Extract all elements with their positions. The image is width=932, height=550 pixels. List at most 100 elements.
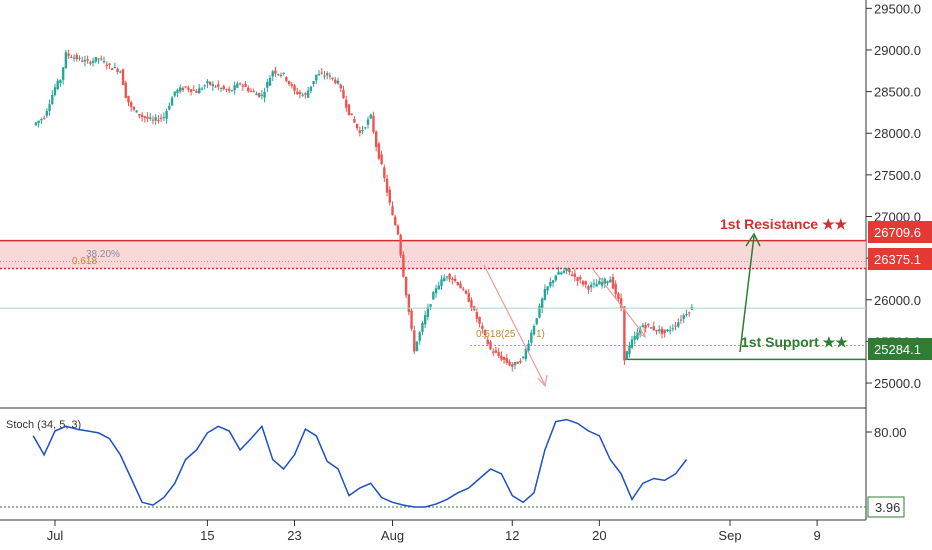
candle-body: [252, 91, 255, 93]
candle-body: [102, 60, 106, 63]
candle-body: [312, 81, 315, 85]
candle-body: [524, 349, 528, 360]
candle-body: [584, 281, 587, 285]
fib-label-38: 38.20%: [86, 249, 120, 260]
candle-body: [372, 115, 375, 133]
resistance2-price-badge: 26375.1: [868, 248, 932, 270]
candle-body: [464, 290, 468, 294]
candle-body: [467, 293, 470, 302]
candle-body: [247, 87, 250, 92]
candle-body: [168, 105, 171, 110]
candle-body: [481, 325, 484, 329]
candle-body: [652, 326, 655, 331]
candle-body: [86, 59, 89, 61]
fib-label-618: 0.618: [72, 256, 97, 267]
candle-body: [222, 86, 225, 89]
candle-body: [527, 343, 530, 351]
candle-body: [609, 279, 612, 283]
candle-body: [508, 361, 511, 366]
candle-body: [554, 275, 558, 281]
candle-body: [486, 339, 489, 345]
candle-body: [448, 273, 451, 280]
candle-body: [268, 77, 272, 86]
candle-body: [244, 83, 247, 87]
candle-body: [285, 77, 288, 81]
candle-body: [644, 325, 647, 329]
candle-body: [127, 95, 130, 103]
drop-arrow-1: [483, 264, 548, 388]
candle-body: [347, 104, 351, 115]
candle-body: [630, 339, 634, 348]
candle-body: [600, 281, 604, 286]
candle-body: [217, 84, 220, 87]
candle-body: [437, 285, 440, 290]
candle-body: [560, 272, 563, 275]
stoch-tick-80: 80.00: [874, 425, 907, 440]
svg-text:26375.1: 26375.1: [874, 252, 921, 267]
candle-body: [576, 277, 579, 282]
candle-body: [34, 122, 38, 125]
candle-body: [617, 293, 620, 300]
candle-body: [628, 345, 631, 355]
candle-body: [157, 119, 160, 121]
candle-body: [72, 57, 76, 59]
candle-body: [276, 74, 280, 76]
candle-body: [516, 361, 519, 364]
candle-body: [304, 93, 307, 95]
candle-body: [478, 317, 481, 324]
candle-body: [407, 294, 411, 313]
candle-body: [470, 300, 473, 308]
candle-body: [187, 87, 190, 90]
time-tick-label: 9: [813, 528, 820, 543]
fib-label-618-c: 1): [536, 329, 545, 340]
svg-text:26709.6: 26709.6: [874, 225, 921, 240]
time-tick-label: 23: [287, 528, 301, 543]
candle-body: [606, 281, 609, 284]
candle-body: [162, 116, 166, 118]
candle-body: [89, 62, 92, 64]
candle-body: [674, 325, 677, 327]
candle-body: [551, 280, 555, 283]
candle-body: [287, 81, 291, 85]
candle-body: [483, 330, 487, 336]
candle-body: [189, 89, 193, 92]
price-tick-label: 26000.0: [874, 293, 921, 308]
candle-body: [660, 328, 664, 334]
candle-body: [323, 75, 326, 77]
candle-body: [116, 68, 119, 72]
candle-body: [67, 53, 70, 56]
candle-body: [647, 323, 650, 326]
candle-body: [434, 288, 438, 294]
candle-body: [170, 97, 174, 106]
candle-body: [394, 216, 397, 226]
candle-body: [374, 131, 378, 147]
candle-body: [336, 80, 340, 84]
candle-body: [266, 82, 269, 88]
candle-body: [296, 91, 299, 94]
candle-body: [595, 284, 598, 287]
resistance-zone: [0, 240, 866, 269]
candle-body: [42, 117, 46, 119]
candle-body: [415, 341, 419, 351]
candle-body: [543, 289, 547, 300]
price-tick-label: 29000.0: [874, 43, 921, 58]
candle-body: [440, 279, 443, 287]
candle-body: [138, 113, 141, 116]
candle-body: [462, 288, 465, 290]
candle-body: [309, 86, 313, 92]
candle-body: [404, 276, 408, 296]
drop-arrow-2: [591, 267, 646, 339]
candle-body: [668, 330, 672, 332]
candle-body: [636, 331, 639, 340]
candle-body: [298, 92, 302, 95]
candle-body: [121, 69, 125, 86]
candle-body: [538, 305, 541, 318]
candle-body: [154, 117, 157, 121]
candle-body: [159, 117, 163, 119]
candle-body: [682, 315, 685, 319]
candle-body: [453, 278, 457, 281]
price-tick-label: 28000.0: [874, 126, 921, 141]
fib-label-618-b: 0.618(25: [476, 329, 516, 340]
candle-body: [306, 90, 310, 98]
candle-body: [623, 306, 626, 361]
